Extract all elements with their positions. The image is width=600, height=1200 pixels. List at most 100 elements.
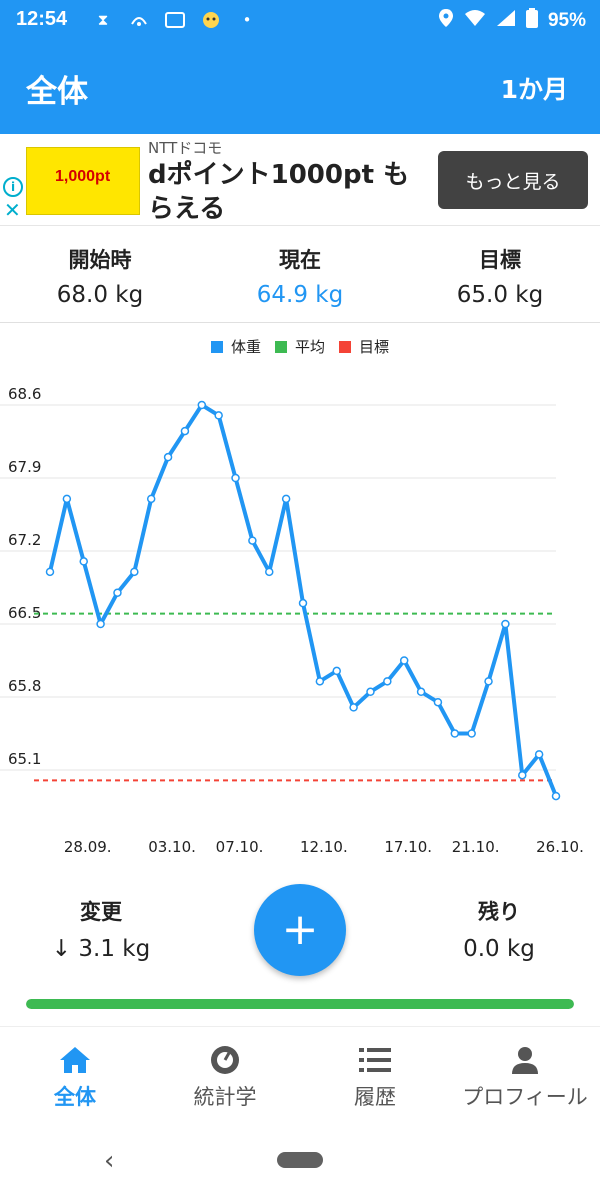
- scale-icon: [150, 1043, 300, 1077]
- x-tick-label: 21.10.: [452, 838, 500, 856]
- system-status: 95%: [438, 8, 586, 34]
- divider: [0, 322, 600, 323]
- weight-point: [248, 536, 257, 545]
- weight-point: [501, 619, 510, 629]
- weight-point: [96, 619, 105, 629]
- x-tick-label: 03.10.: [148, 838, 196, 856]
- legend-goal-label: 目標: [359, 338, 390, 356]
- weight-point: [332, 666, 341, 676]
- weight-chart[interactable]: 68.6 67.9 67.2 66.5 65.8 65.1 28.09. 03.10. 07.1…: [0, 380, 600, 870]
- nav-history[interactable]: 履歴: [300, 1043, 450, 1111]
- weight-point: [349, 703, 358, 712]
- current-label: 現在: [279, 248, 321, 272]
- x-tick-label: 12.10.: [300, 838, 348, 856]
- nav-statistics[interactable]: 統計学: [150, 1043, 300, 1111]
- remaining-label: 残り: [478, 900, 520, 924]
- x-tick-label: 17.10.: [384, 838, 432, 856]
- weight-point: [265, 567, 274, 577]
- progress-stats: 変更 ↓ 3.1 kg 残り 0.0 kg: [0, 896, 600, 976]
- start-value: 68.0 kg: [56, 282, 144, 308]
- weight-point: [197, 400, 207, 410]
- y-tick-label: 68.6: [8, 385, 41, 403]
- nav-profile-label: プロフィール: [462, 1085, 588, 1109]
- add-weight-button[interactable]: +: [254, 884, 346, 976]
- down-arrow-icon: ↓: [51, 936, 72, 962]
- weight-point: [416, 687, 426, 697]
- nav-overview-label: 全体: [54, 1085, 96, 1109]
- ad-image[interactable]: 1,000pt: [26, 147, 140, 215]
- status-time: 12:54: [16, 8, 68, 30]
- goal-progress-bar: [26, 999, 574, 1009]
- nav-overview[interactable]: 全体: [0, 1043, 150, 1111]
- weight-point: [450, 729, 460, 738]
- ad-headline[interactable]: dポイント1000pt もらえる: [148, 160, 410, 224]
- change-stat: 変更 ↓ 3.1 kg: [36, 896, 166, 962]
- weight-point: [113, 588, 122, 597]
- x-tick-label: 07.10.: [216, 838, 264, 856]
- weight-point: [399, 656, 409, 665]
- legend-average-swatch: [274, 340, 287, 353]
- location-icon: [438, 8, 454, 34]
- y-tick-label: 67.9: [8, 458, 41, 476]
- back-icon[interactable]: ‹: [104, 1146, 115, 1176]
- weight-point: [467, 729, 476, 738]
- ad-banner[interactable]: i ✕ 1,000pt NTTドコモ dポイント1000pt もらえる もっと見…: [0, 134, 600, 226]
- change-label: 変更: [80, 900, 122, 924]
- legend-average-label: 平均: [294, 338, 325, 356]
- change-value-row: ↓ 3.1 kg: [36, 936, 166, 962]
- app-icon: [164, 9, 186, 31]
- person-icon: [450, 1043, 600, 1077]
- weight-point: [433, 697, 443, 707]
- list-icon: [300, 1043, 450, 1077]
- weight-point: [163, 452, 173, 462]
- weight-point: [315, 677, 325, 686]
- legend-goal[interactable]: 目標: [339, 336, 389, 357]
- remaining-value: 0.0 kg: [463, 936, 535, 962]
- notification-icons: ⧗ •: [92, 9, 258, 31]
- y-tick-label: 65.8: [8, 677, 41, 695]
- weight-point: [45, 567, 55, 577]
- current-value: 64.9 kg: [256, 282, 344, 308]
- battery-icon: [525, 8, 538, 34]
- weight-point: [383, 677, 392, 686]
- weight-point: [518, 770, 527, 780]
- weight-point: [130, 567, 139, 577]
- weight-point: [366, 687, 375, 697]
- weight-point: [484, 677, 493, 686]
- current-weight: 現在 64.9 kg: [200, 244, 400, 308]
- ad-advertiser: NTTドコモ: [148, 139, 223, 157]
- status-bar: 12:54 ⧗ • 95%: [0, 0, 600, 42]
- app-bar: 全体 1か月: [0, 42, 600, 134]
- weight-point: [180, 426, 190, 436]
- wifi-icon: [464, 9, 486, 33]
- goal-value: 65.0 kg: [456, 282, 544, 308]
- x-tick-label: 28.09.: [64, 838, 112, 856]
- change-value: 3.1 kg: [78, 936, 151, 962]
- page-title: 全体: [26, 74, 88, 110]
- period-selector[interactable]: 1か月: [501, 70, 568, 106]
- weight-point: [62, 494, 72, 504]
- bottom-navigation: 全体 統計学 履歴 プロフィール: [0, 1026, 600, 1126]
- weight-point: [534, 750, 544, 759]
- hourglass-icon: ⧗: [97, 11, 109, 29]
- weight-summary: 開始時 68.0 kg 現在 64.9 kg 目標 65.0 kg: [0, 244, 600, 314]
- goal-label: 目標: [479, 248, 521, 272]
- battery-percent: 95%: [547, 10, 586, 31]
- y-tick-label: 65.1: [8, 750, 41, 768]
- ad-image-text: 1,000pt: [55, 168, 111, 185]
- remaining-stat: 残り 0.0 kg: [434, 896, 564, 962]
- mascot-icon: [200, 9, 222, 31]
- weight-point: [146, 494, 156, 504]
- nav-profile[interactable]: プロフィール: [450, 1043, 600, 1111]
- legend-weight[interactable]: 体重: [210, 336, 261, 357]
- ad-cta-button[interactable]: もっと見る: [438, 151, 588, 209]
- legend-average[interactable]: 平均: [274, 336, 325, 357]
- home-pill[interactable]: [277, 1152, 323, 1168]
- signal-icon: [496, 9, 516, 33]
- legend-weight-swatch: [210, 340, 223, 353]
- nfc-icon: [128, 9, 150, 31]
- ad-info-icon[interactable]: i: [3, 177, 23, 197]
- ad-close-icon[interactable]: ✕: [4, 198, 21, 222]
- dot-icon: •: [242, 11, 252, 29]
- weight-point: [281, 494, 291, 504]
